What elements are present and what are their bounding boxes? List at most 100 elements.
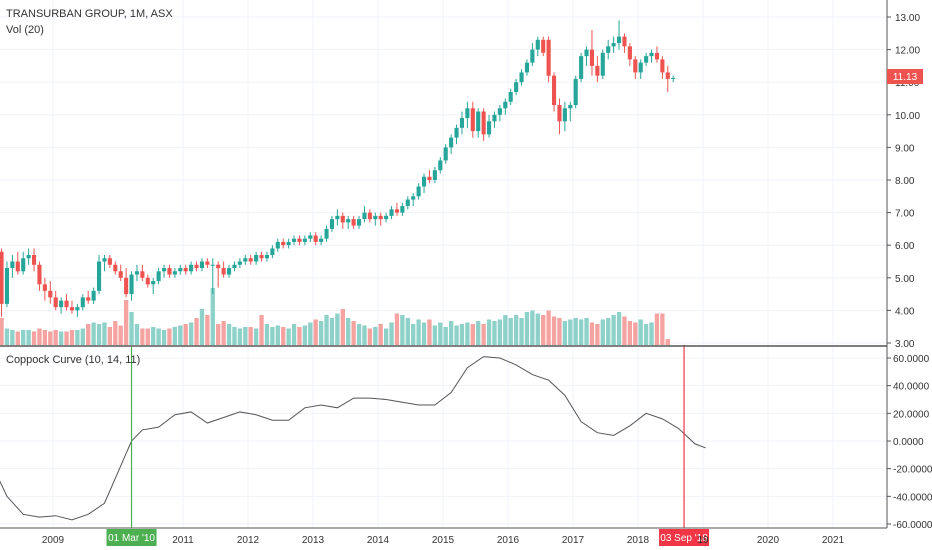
candle-body [514, 82, 519, 92]
price-axis-tick-label: 3.00 [895, 339, 915, 350]
volume-bar [432, 325, 438, 345]
volume-bar [638, 319, 643, 345]
candle-body [356, 219, 362, 226]
volume-bar [400, 315, 405, 345]
volume-bar [243, 327, 248, 345]
candles [0, 20, 676, 317]
candle-body [627, 46, 632, 60]
candle-body [346, 219, 351, 223]
volume-bar [378, 324, 383, 345]
volume-bar [113, 321, 118, 345]
price-axis-tick-label: 13.00 [895, 13, 920, 24]
volume-bar [26, 330, 31, 345]
candle-body [503, 101, 508, 109]
candle-body [0, 251, 4, 304]
volume-bar [476, 321, 481, 345]
candle-body [427, 176, 432, 180]
volume-bar [226, 324, 232, 345]
volume-bar [264, 324, 270, 345]
volume-bar [151, 327, 156, 345]
coppock-axis-tick-label: 40.0000 [893, 382, 930, 393]
candle-body [438, 160, 443, 171]
volume-bar [80, 328, 85, 345]
candle-body [205, 261, 210, 265]
candle-body [606, 46, 611, 53]
volume-bar [216, 324, 221, 345]
volume-bar [470, 324, 475, 345]
volume-bar [199, 309, 205, 345]
candle-body [579, 56, 584, 79]
candle-body [216, 264, 221, 269]
volume-bar [606, 318, 611, 345]
crosshair-date-label: 01 Mar '10 [108, 533, 155, 544]
volume-bar [508, 318, 513, 345]
volume-bar [394, 313, 400, 345]
volume-bar [259, 315, 264, 345]
candle-body [481, 111, 486, 135]
candle-body [319, 238, 324, 242]
coppock-axis-tick-label: 0.0000 [893, 437, 924, 448]
time-axis[interactable]: 2009 2011 2012 2013 2014 2015 2016 2017 2018 19 20… [42, 535, 845, 546]
volume-bar [611, 315, 616, 345]
price-axis[interactable]: 13.0012.0011.0010.009.008.007.006.005.00… [887, 13, 920, 350]
candle-body [259, 254, 264, 259]
volume-bar [465, 322, 470, 345]
volume-bar [286, 328, 291, 345]
candle-body [335, 215, 340, 220]
volume-bar [562, 321, 568, 345]
volume-bar [373, 327, 378, 345]
candle-body [459, 118, 465, 128]
candle-body [449, 137, 454, 148]
volume-bar [64, 331, 69, 345]
candle-body [633, 59, 638, 73]
candle-body [254, 254, 259, 262]
volume-bar [459, 324, 465, 345]
volume-bar [589, 322, 595, 345]
chart-title: TRANSURBAN GROUP, 1M, ASX [6, 8, 173, 20]
candle-body [134, 271, 140, 275]
price-axis-tick-label: 12.00 [895, 46, 920, 57]
volume-legend: Vol (20) [6, 24, 44, 36]
coppock-line [0, 356, 706, 521]
price-axis-tick-label: 7.00 [895, 209, 915, 220]
volume-bar [156, 328, 161, 345]
candle-body [340, 215, 345, 223]
candle-body [568, 105, 573, 109]
volume-bar [102, 322, 107, 345]
volume-bar [123, 300, 129, 345]
volume-bar [221, 321, 226, 345]
candle-body [64, 300, 69, 308]
candle-body [264, 254, 270, 259]
candle-body [373, 215, 378, 220]
candle-body [107, 258, 112, 265]
candle-body [4, 268, 10, 304]
candle-body [194, 264, 199, 269]
candle-body [470, 108, 475, 132]
volume-bar [161, 330, 167, 345]
candle-body [546, 39, 551, 76]
price-axis-tick-label: 10.00 [895, 111, 920, 122]
candle-body [405, 199, 410, 207]
candle-body [595, 65, 600, 76]
price-axis-tick-label: 6.00 [895, 241, 915, 252]
candle-body [21, 258, 26, 272]
volume-bar [513, 315, 519, 345]
candle-body [400, 206, 405, 213]
volume-bar [443, 327, 448, 345]
volume-bars [0, 288, 670, 345]
volume-bar [75, 330, 80, 345]
volume-bar [557, 318, 562, 345]
candle-body [378, 215, 383, 220]
volume-bar [42, 330, 48, 345]
volume-bar [600, 319, 605, 345]
volume-bar [58, 331, 64, 345]
volume-bar [129, 312, 134, 345]
coppock-axis-tick-label: -40.0000 [893, 492, 932, 503]
volume-bar [519, 318, 524, 345]
time-axis-tick-label: 2009 [42, 535, 65, 546]
candle-body [367, 212, 372, 220]
coppock-axis[interactable]: 60.0000 40.0000 20.0000 0.0000 -20.0000 -40.0… [887, 354, 932, 531]
candle-body [671, 77, 676, 79]
volume-bar [389, 322, 394, 345]
volume-bar [541, 315, 546, 345]
